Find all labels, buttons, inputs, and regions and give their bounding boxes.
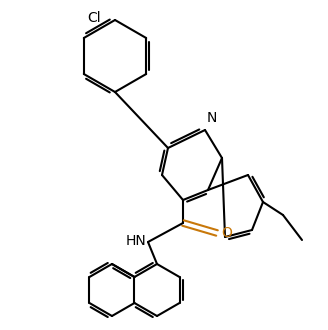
- Text: HN: HN: [125, 234, 146, 248]
- Text: N: N: [207, 111, 217, 125]
- Text: Cl: Cl: [87, 11, 101, 25]
- Text: O: O: [221, 226, 232, 240]
